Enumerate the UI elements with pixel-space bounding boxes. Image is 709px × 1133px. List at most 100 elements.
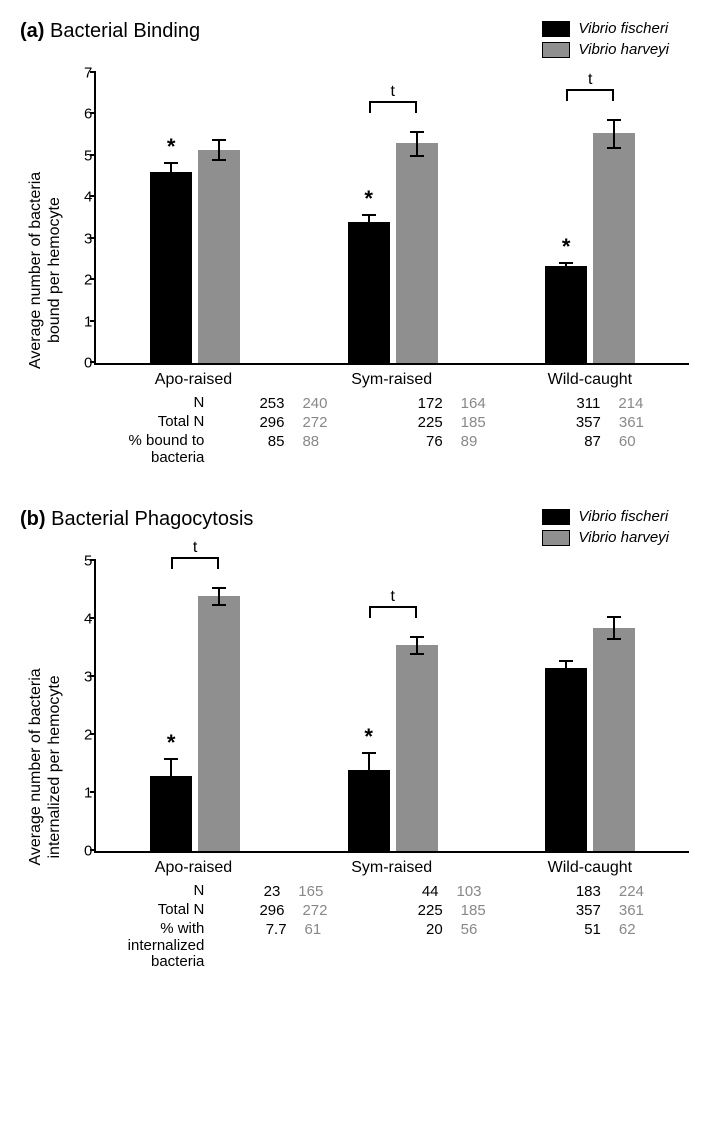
- table-value: 172: [418, 395, 443, 412]
- table-value: 361: [619, 414, 644, 431]
- bar: [593, 628, 635, 851]
- error-bar-cap-bottom: [410, 155, 424, 157]
- table-value: 296: [259, 414, 284, 431]
- table-value: 214: [618, 395, 643, 412]
- table-cell-pair: 296 272: [233, 902, 353, 919]
- error-bar-cap-top: [362, 214, 376, 216]
- table-value: 62: [619, 921, 636, 938]
- table-value: 357: [576, 414, 601, 431]
- ytick-label: 5: [66, 553, 92, 570]
- table-value: 225: [418, 414, 443, 431]
- bar: *: [545, 266, 587, 363]
- sig-star: *: [167, 134, 176, 160]
- plot: 01234567 *: [64, 73, 689, 468]
- ytick-label: 5: [66, 147, 92, 164]
- table-cell-pair: 20 56: [392, 921, 512, 938]
- sig-bracket-label: t: [390, 588, 394, 606]
- ytick-label: 6: [66, 106, 92, 123]
- table-row: Total N 296 272 225 185 357 361: [94, 414, 689, 431]
- error-bar-cap-top: [362, 752, 376, 754]
- error-bar-cap-bottom: [164, 792, 178, 794]
- panel-tag: (b): [20, 508, 46, 530]
- table-value: 23: [264, 883, 281, 900]
- table-value: 60: [619, 433, 636, 450]
- table-value: 87: [584, 433, 601, 450]
- xtick-label: Apo-raised: [133, 859, 253, 877]
- error-bar-cap-bottom: [559, 676, 573, 678]
- plot-area: 01234567 *: [94, 73, 689, 365]
- table-value: 311: [576, 395, 600, 412]
- table-value: 164: [461, 395, 486, 412]
- error-bar-stem-down: [613, 133, 615, 148]
- table-value: 51: [584, 921, 601, 938]
- table-row-label: % bound to bacteria: [94, 433, 214, 466]
- table-row: N 253 240 172 164 311 214: [94, 395, 689, 412]
- sig-star: *: [562, 234, 571, 260]
- x-axis: Apo-raisedSym-raisedWild-caught: [94, 371, 689, 389]
- table-cell-pair: 172 164: [392, 395, 512, 412]
- table-cell-pair: 225 185: [392, 902, 512, 919]
- bar-group: *: [150, 150, 240, 363]
- table-value: 85: [268, 433, 285, 450]
- table-cell-pair: 87 60: [550, 433, 670, 450]
- error-bar-cap-top: [607, 616, 621, 618]
- error-bar-cap-bottom: [607, 147, 621, 149]
- sig-star: *: [364, 186, 373, 212]
- sig-bracket-label: t: [193, 539, 197, 557]
- error-bar-cap-bottom: [362, 229, 376, 231]
- error-bar-cap-bottom: [212, 604, 226, 606]
- legend-item: Vibrio harveyi: [542, 529, 669, 546]
- table-value: 224: [619, 883, 644, 900]
- table-cell-pair: 51 62: [550, 921, 670, 938]
- data-table: N 253 240 172 164 311 214 Total N 296 27…: [94, 395, 689, 466]
- ytick-label: 0: [66, 355, 92, 372]
- table-value: 56: [461, 921, 478, 938]
- table-value: 361: [619, 902, 644, 919]
- error-bar-cap-bottom: [362, 786, 376, 788]
- bar: *: [150, 172, 192, 363]
- xtick-label: Wild-caught: [530, 859, 650, 877]
- xtick-label: Sym-raised: [332, 859, 452, 877]
- table-value: 103: [457, 883, 482, 900]
- bar: *: [150, 776, 192, 851]
- sig-star: *: [167, 730, 176, 756]
- xtick-label: Sym-raised: [332, 371, 452, 389]
- bar-group: t *: [348, 143, 438, 363]
- table-cell-pair: 44 103: [392, 883, 512, 900]
- table-cell-pair: 76 89: [392, 433, 512, 450]
- bar: [198, 596, 240, 851]
- table-value: 20: [426, 921, 443, 938]
- table-cell-pair: 183 224: [550, 883, 670, 900]
- bar: [396, 645, 438, 851]
- bar: [545, 668, 587, 851]
- bar: [396, 143, 438, 363]
- bar-group: t *: [348, 645, 438, 851]
- y-axis-label: Average number of bacteriainternalized p…: [20, 561, 64, 973]
- error-bar-cap-bottom: [212, 159, 226, 161]
- bars-container: t * t: [96, 561, 689, 851]
- error-bar-cap-top: [410, 131, 424, 133]
- ytick-label: 2: [66, 272, 92, 289]
- legend-swatch: [542, 42, 570, 58]
- ytick-label: 0: [66, 843, 92, 860]
- bar: *: [348, 222, 390, 363]
- legend-item: Vibrio fischeri: [542, 20, 669, 37]
- table-value: 165: [298, 883, 323, 900]
- sig-bracket: [171, 557, 219, 569]
- legend-swatch: [542, 21, 570, 37]
- figure-root: (a) Bacterial Binding Vibrio fischeri Vi…: [20, 20, 689, 973]
- bar: *: [348, 770, 390, 851]
- ytick-label: 4: [66, 189, 92, 206]
- table-value: 61: [305, 921, 322, 938]
- error-bar-stem-down: [368, 770, 370, 787]
- legend-swatch: [542, 530, 570, 546]
- error-bar-cap-top: [164, 162, 178, 164]
- table-row-label: % with internalized bacteria: [94, 921, 214, 971]
- table-row-label: N: [94, 395, 214, 412]
- bar-group: [545, 628, 635, 851]
- bar-group: t *: [150, 596, 240, 851]
- legend-swatch: [542, 509, 570, 525]
- table-value: 296: [259, 902, 284, 919]
- panel-title-text: Bacterial Phagocytosis: [51, 508, 253, 530]
- legend: Vibrio fischeri Vibrio harveyi: [542, 508, 669, 550]
